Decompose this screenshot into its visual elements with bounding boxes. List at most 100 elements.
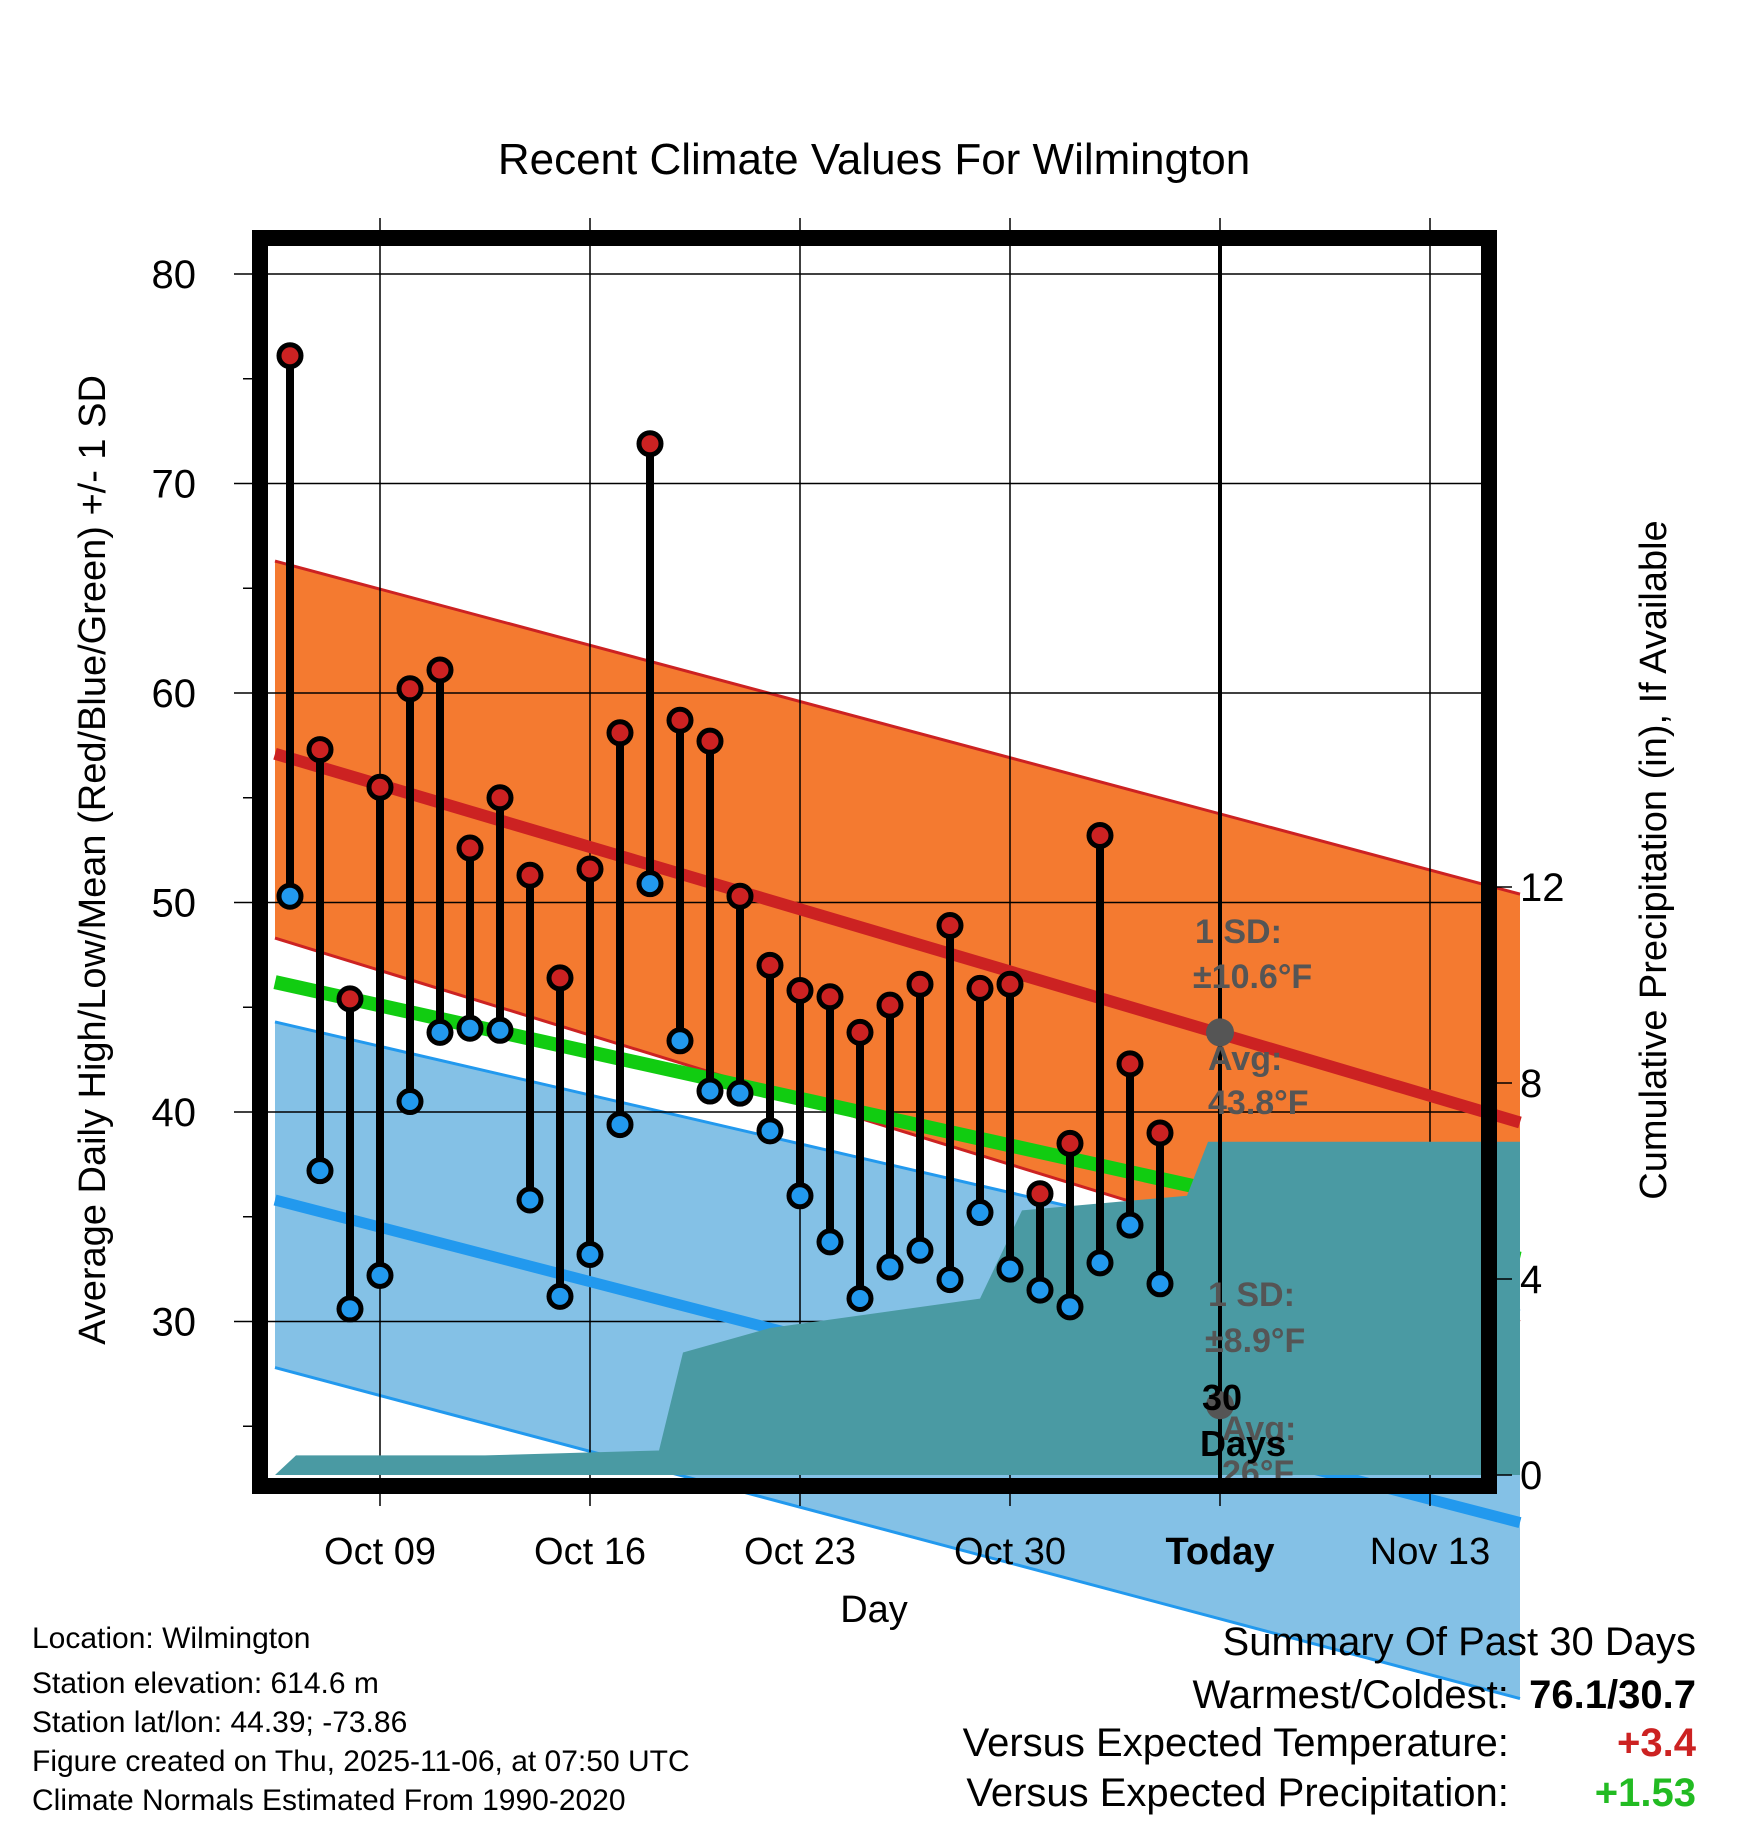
y-tick-label: 40 <box>152 1091 197 1135</box>
daily-high-point <box>1116 1050 1144 1078</box>
daily-high-point <box>306 736 334 764</box>
daily-high-point <box>936 912 964 940</box>
precip-value: +1.53 <box>1594 1771 1696 1815</box>
daily-high-point <box>756 951 784 979</box>
y-tick-label: 30 <box>152 1301 197 1345</box>
daily-high-point <box>996 970 1024 998</box>
daily-high-point <box>396 675 424 703</box>
created-text: Figure created on Thu, 2025-11-06, at 07… <box>32 1745 690 1778</box>
high-sd-value: ±10.6°F <box>1193 958 1312 996</box>
high-avg-label: Avg: <box>1208 1040 1282 1078</box>
daily-high-point <box>696 727 724 755</box>
y2-tick-label: 12 <box>1520 866 1565 910</box>
daily-low-point <box>996 1255 1024 1283</box>
daily-high-point <box>1146 1119 1174 1147</box>
plot-frame <box>252 230 1497 1494</box>
daily-high-point <box>786 976 814 1004</box>
y2-tick-label: 8 <box>1520 1062 1542 1106</box>
daily-high-point <box>906 970 934 998</box>
low-avg-label: Avg: <box>1222 1410 1296 1448</box>
x-tick-label: Oct 09 <box>324 1531 436 1573</box>
temp-value: +3.4 <box>1617 1721 1696 1765</box>
latlon-text: Station lat/lon: 44.39; -73.86 <box>32 1706 408 1739</box>
avg-high-line <box>273 748 1522 1129</box>
daily-low-point <box>696 1077 724 1105</box>
daily-high-point <box>1056 1129 1084 1157</box>
daily-high-point <box>456 834 484 862</box>
daily-low-point <box>1056 1293 1084 1321</box>
y-tick-label: 80 <box>152 253 197 297</box>
y2-tick-label: 4 <box>1520 1258 1542 1302</box>
chart-title: Recent Climate Values For Wilmington <box>498 135 1250 184</box>
high-avg-marker <box>1206 1018 1234 1047</box>
warmest-value: 76.1/30.7 <box>1529 1673 1696 1717</box>
low-sd-value: ±8.9°F <box>1205 1322 1305 1360</box>
daily-low-point <box>456 1014 484 1042</box>
y-tick-label: 70 <box>152 463 197 507</box>
warmest-label: Warmest/Coldest: <box>1192 1673 1509 1717</box>
daily-low-point <box>426 1018 454 1046</box>
daily-high-point <box>1086 821 1114 849</box>
high-sd-upper-line <box>274 559 1521 896</box>
daily-low-point <box>576 1240 604 1268</box>
daily-low-point <box>786 1182 814 1210</box>
daily-low-point <box>846 1284 874 1312</box>
low-sd-label: 1 SD: <box>1208 1276 1295 1314</box>
daily-low-point <box>1026 1276 1054 1304</box>
x-tick-label: Oct 16 <box>534 1531 646 1573</box>
daily-high-point <box>666 706 694 734</box>
daily-low-point <box>486 1016 514 1044</box>
y-tick-label: 50 <box>152 882 197 926</box>
y2-axis-label: Cumulative Precipitation (in), If Availa… <box>1633 520 1675 1199</box>
daily-high-point <box>1026 1180 1054 1208</box>
precip-days-label-2: Days <box>1200 1423 1286 1464</box>
daily-low-point <box>366 1261 394 1289</box>
daily-high-point <box>336 985 364 1013</box>
daily-low-point <box>906 1236 934 1264</box>
daily-low-point <box>966 1199 994 1227</box>
y-tick-label: 60 <box>152 672 197 716</box>
y2-tick-label: 0 <box>1520 1454 1542 1498</box>
daily-low-point <box>636 870 664 898</box>
x-tick-label: Today <box>1165 1531 1274 1573</box>
daily-low-point <box>336 1295 364 1323</box>
daily-high-point <box>816 983 844 1011</box>
low-sd-lower-line <box>274 1366 1521 1701</box>
y-axis-label: Average Daily High/Low/Mean (Red/Blue/Gr… <box>72 375 114 1345</box>
summary-temperature: Versus Expected Temperature: +3.4 <box>963 1721 1696 1766</box>
location-text: Location: Wilmington <box>32 1622 311 1655</box>
daily-high-point <box>846 1018 874 1046</box>
daily-high-point <box>576 855 604 883</box>
temp-label: Versus Expected Temperature: <box>962 1721 1509 1765</box>
daily-low-point <box>546 1282 574 1310</box>
daily-low-point <box>1086 1249 1114 1277</box>
precip-label: Versus Expected Precipitation: <box>966 1771 1509 1815</box>
daily-high-point <box>606 719 634 747</box>
daily-high-point <box>276 342 304 370</box>
normals-text: Climate Normals Estimated From 1990-2020 <box>32 1784 626 1817</box>
daily-low-point <box>1146 1270 1174 1298</box>
daily-low-point <box>606 1111 634 1139</box>
daily-high-point <box>636 430 664 458</box>
low-avg-marker <box>1206 1391 1234 1420</box>
daily-low-point <box>876 1253 904 1281</box>
x-tick-label: Oct 30 <box>954 1531 1066 1573</box>
high-sd-label: 1 SD: <box>1195 913 1282 951</box>
daily-low-point <box>276 882 304 910</box>
daily-high-point <box>426 656 454 684</box>
x-tick-label: Oct 23 <box>744 1531 856 1573</box>
daily-high-point <box>516 861 544 889</box>
precip-days-label-1: 30 <box>1202 1377 1242 1418</box>
high-avg-value: 43.8°F <box>1208 1084 1309 1122</box>
precipitation-area <box>275 1141 1520 1475</box>
daily-low-point <box>726 1079 754 1107</box>
daily-low-point <box>756 1117 784 1145</box>
daily-high-point <box>726 882 754 910</box>
daily-high-point <box>486 784 514 812</box>
daily-low-point <box>936 1266 964 1294</box>
x-axis-label: Day <box>840 1589 908 1631</box>
daily-high-point <box>966 974 994 1002</box>
elevation-text: Station elevation: 614.6 m <box>32 1667 379 1700</box>
daily-high-point <box>366 773 394 801</box>
summary-precipitation: Versus Expected Precipitation: +1.53 <box>966 1771 1696 1816</box>
